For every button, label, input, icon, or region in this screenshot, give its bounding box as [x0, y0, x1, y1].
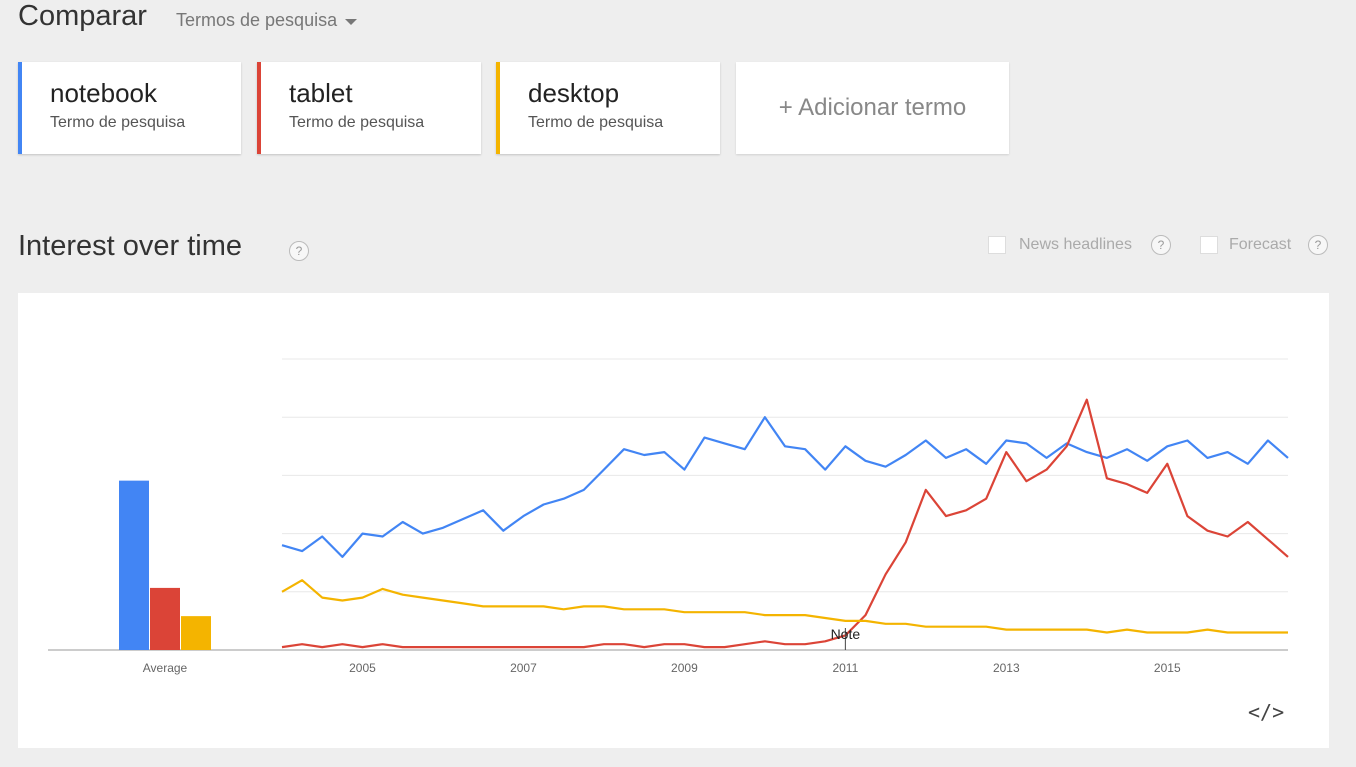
term-name: tablet	[289, 78, 353, 108]
term-card-desktop[interactable]: desktop Termo de pesquisa	[496, 62, 720, 154]
average-label: Average	[143, 661, 188, 675]
x-tick-label: 2013	[993, 661, 1020, 675]
x-tick-label: 2007	[510, 661, 537, 675]
compare-title: Comparar	[18, 0, 147, 32]
average-bar-desktop	[181, 616, 211, 650]
interest-chart: 2005 2007 2009 2011 2013 2015 Average Note	[48, 358, 1289, 675]
x-tick-label: 2011	[832, 661, 858, 675]
term-card-notebook[interactable]: notebook Termo de pesquisa	[18, 62, 241, 154]
term-name: desktop	[528, 78, 620, 108]
term-type: Termo de pesquisa	[289, 114, 425, 131]
x-tick-label: 2015	[1154, 661, 1181, 675]
forecast-checkbox[interactable]	[1200, 236, 1218, 254]
caret-down-icon	[345, 19, 358, 25]
x-tick-label: 2005	[349, 661, 376, 675]
annotation-label: Note	[831, 626, 861, 642]
x-tick-label: 2009	[671, 661, 698, 675]
help-icon[interactable]: ?	[289, 241, 309, 261]
series-line-notebook	[281, 416, 1289, 558]
add-term-button[interactable]: + Adicionar termo	[736, 62, 1009, 154]
news-help-icon[interactable]: ?	[1151, 235, 1171, 255]
average-bar-notebook	[119, 480, 149, 650]
code-embed-icon[interactable]: </>	[1248, 700, 1285, 724]
term-type: Termo de pesquisa	[50, 114, 186, 131]
forecast-help-icon[interactable]: ?	[1308, 235, 1328, 255]
series-line-desktop	[281, 579, 1288, 634]
news-headlines-label: News headlines	[1019, 236, 1132, 253]
series-line-tablet	[281, 398, 1289, 649]
forecast-label: Forecast	[1229, 236, 1292, 253]
term-type: Termo de pesquisa	[528, 114, 664, 131]
section-title: Interest over time	[18, 230, 243, 262]
dropdown-label: Termos de pesquisa	[176, 10, 338, 30]
news-headlines-checkbox[interactable]	[988, 236, 1006, 254]
term-name: notebook	[50, 78, 157, 108]
average-bar-tablet	[150, 587, 180, 650]
term-card-tablet[interactable]: tablet Termo de pesquisa	[257, 62, 481, 154]
search-terms-dropdown[interactable]: Termos de pesquisa	[176, 10, 358, 31]
chart-panel: 2005 2007 2009 2011 2013 2015 Average Note	[18, 293, 1329, 748]
